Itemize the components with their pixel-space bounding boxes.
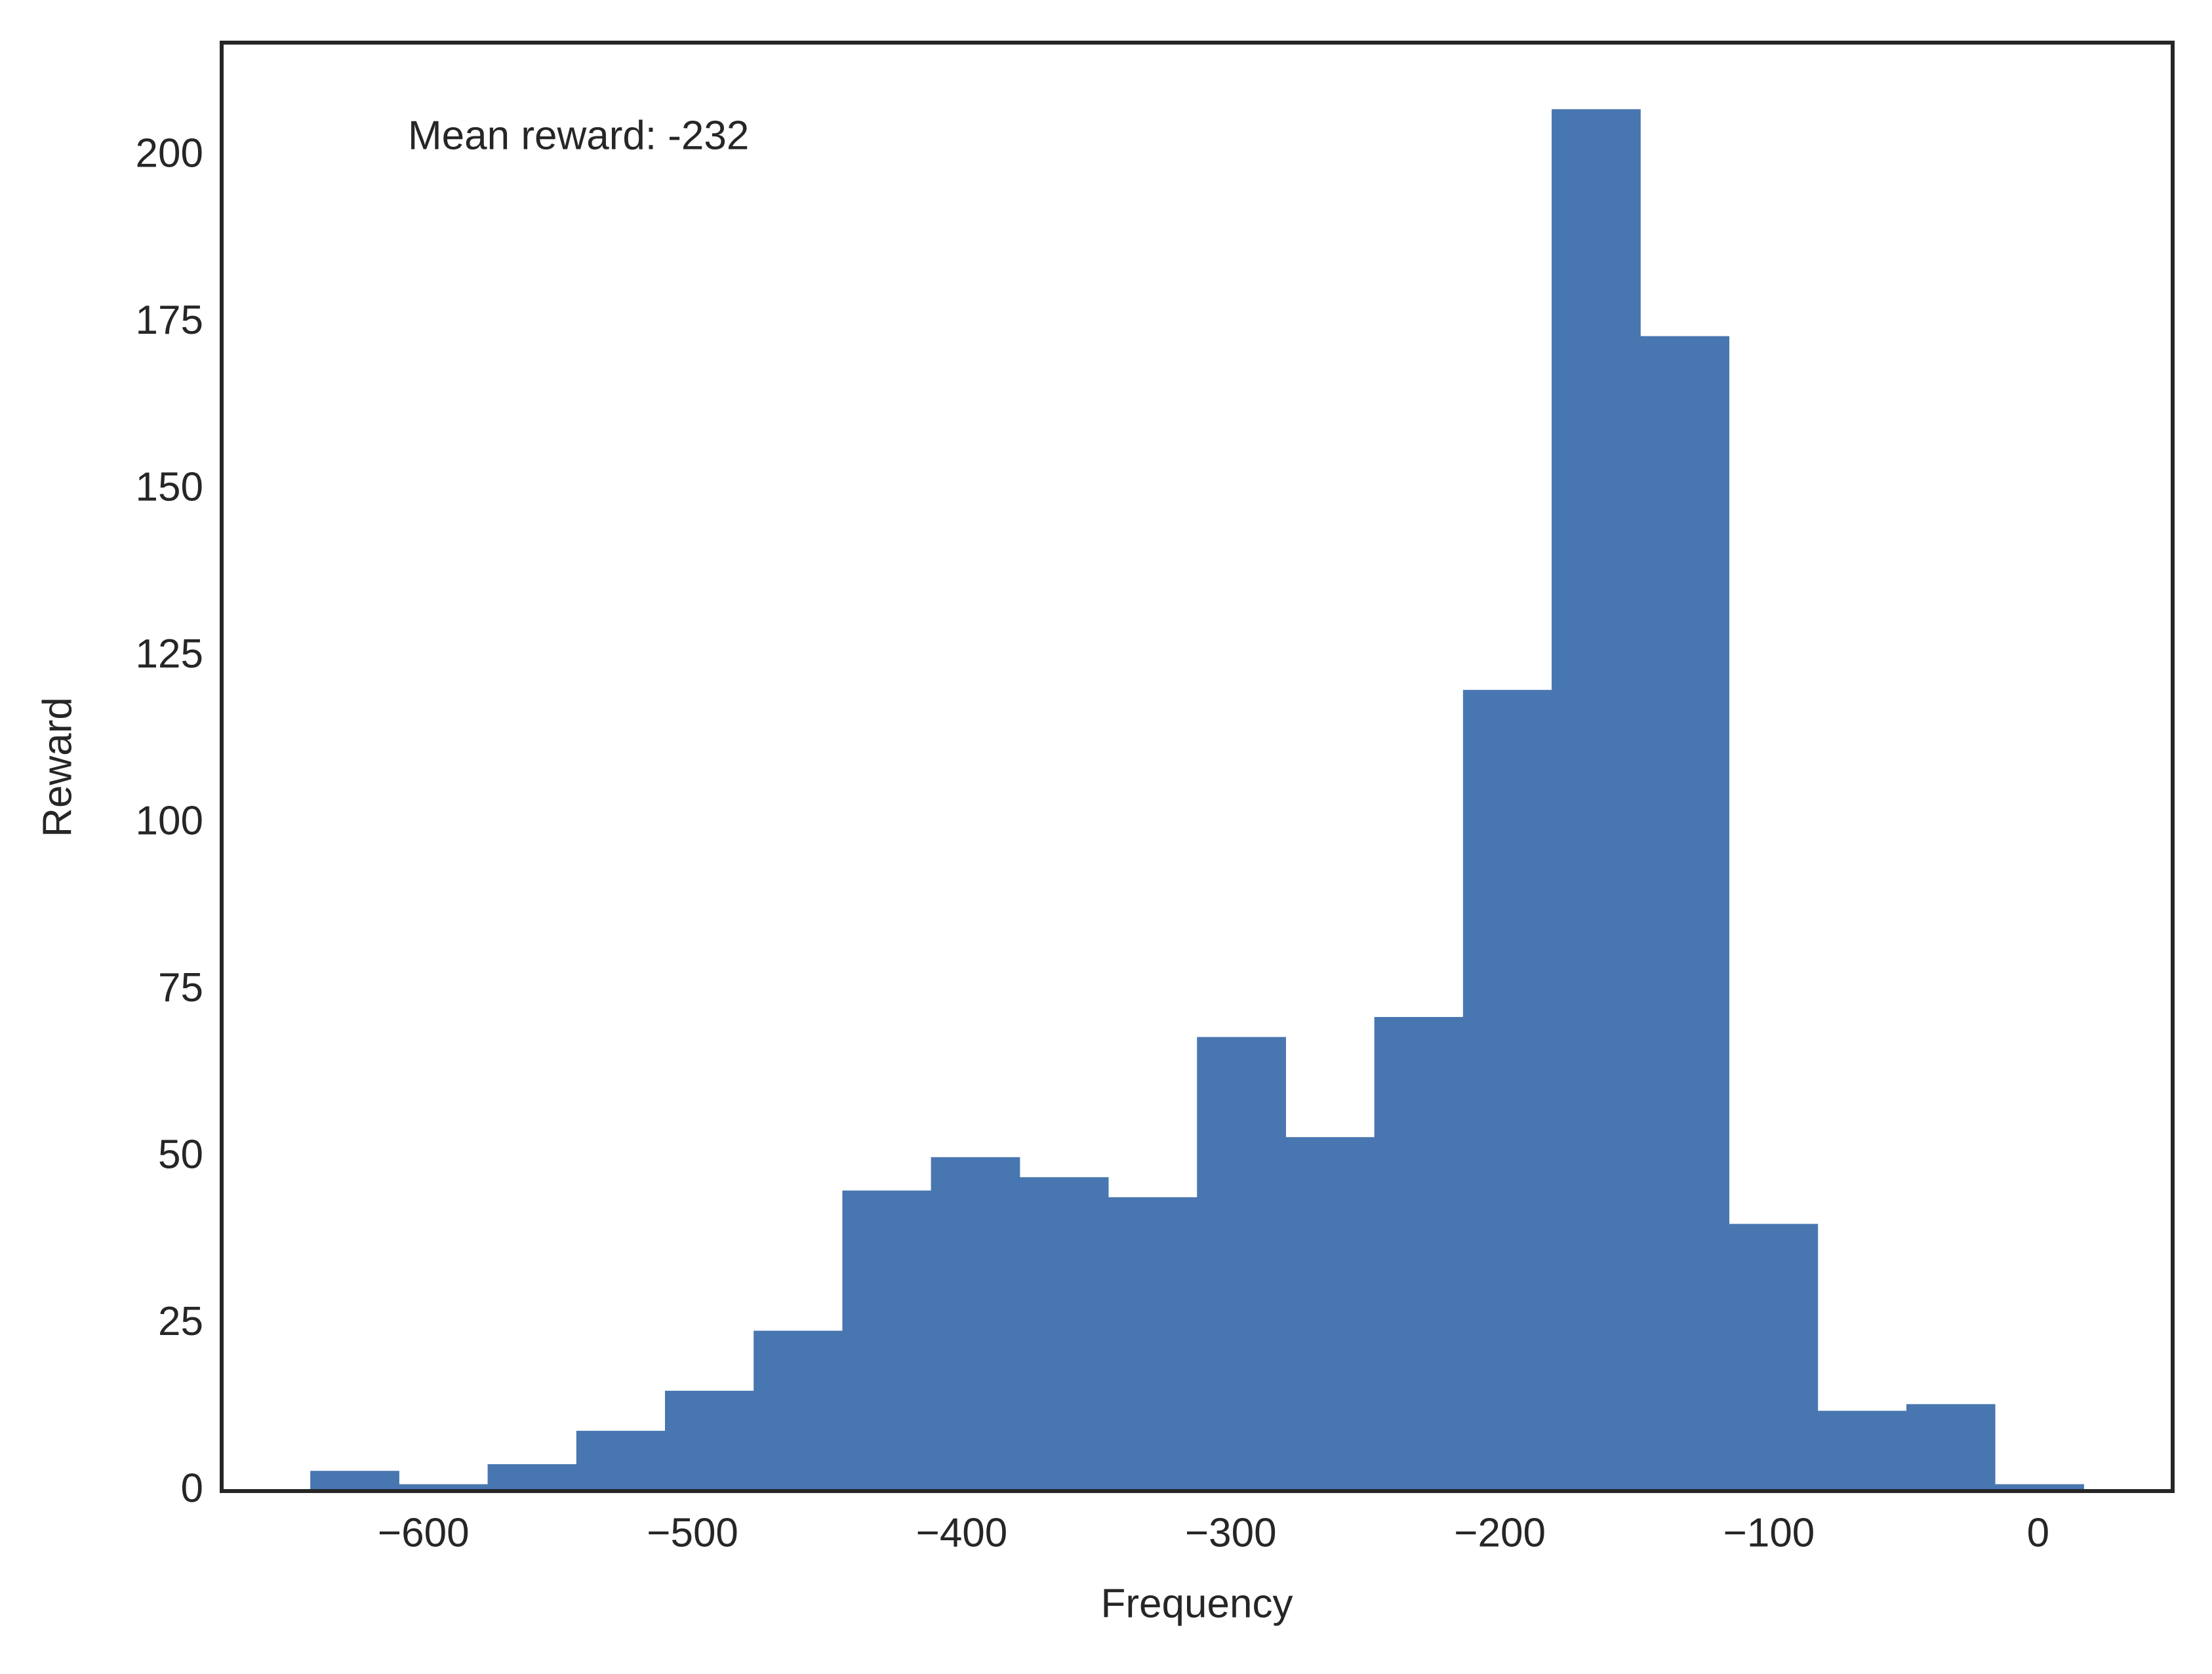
bar — [310, 1471, 399, 1492]
x-tick-label: −400 — [916, 1510, 1008, 1555]
bar — [487, 1464, 577, 1492]
y-axis-label: Reward — [35, 697, 80, 837]
x-tick-label: −200 — [1454, 1510, 1546, 1555]
x-tick-label: 0 — [2027, 1510, 2049, 1555]
y-tick-label: 150 — [136, 464, 203, 509]
x-tick-label: −500 — [647, 1510, 738, 1555]
bar — [754, 1330, 843, 1492]
x-tick-label: −300 — [1185, 1510, 1277, 1555]
y-tick-label: 75 — [158, 965, 203, 1010]
bar — [1817, 1410, 1907, 1492]
bar — [1906, 1404, 1996, 1492]
bar — [576, 1431, 666, 1492]
bar — [1374, 1016, 1464, 1492]
y-tick-label: 0 — [181, 1465, 203, 1511]
y-tick-label: 100 — [136, 798, 203, 843]
bar — [1108, 1197, 1197, 1492]
bar — [1729, 1224, 1819, 1492]
x-tick-label: −100 — [1723, 1510, 1815, 1555]
bar — [931, 1157, 1020, 1492]
y-tick-label: 200 — [136, 130, 203, 176]
y-tick-label: 50 — [158, 1132, 203, 1177]
y-tick-label: 25 — [158, 1299, 203, 1344]
bar — [842, 1190, 932, 1492]
bar — [1197, 1037, 1286, 1492]
bar — [1640, 336, 1730, 1492]
y-tick-label: 175 — [136, 298, 203, 343]
plot-frame — [220, 41, 2175, 1493]
x-axis-label: Frequency — [1101, 1581, 1293, 1626]
bar — [1019, 1177, 1109, 1492]
bar — [1462, 690, 1552, 1492]
x-tick-label: −600 — [378, 1510, 470, 1555]
bar — [1285, 1137, 1375, 1492]
bar — [664, 1391, 754, 1492]
bar — [1552, 109, 1641, 1492]
annotation: Mean reward: -232 — [408, 113, 749, 158]
y-tick-label: 125 — [136, 631, 203, 677]
